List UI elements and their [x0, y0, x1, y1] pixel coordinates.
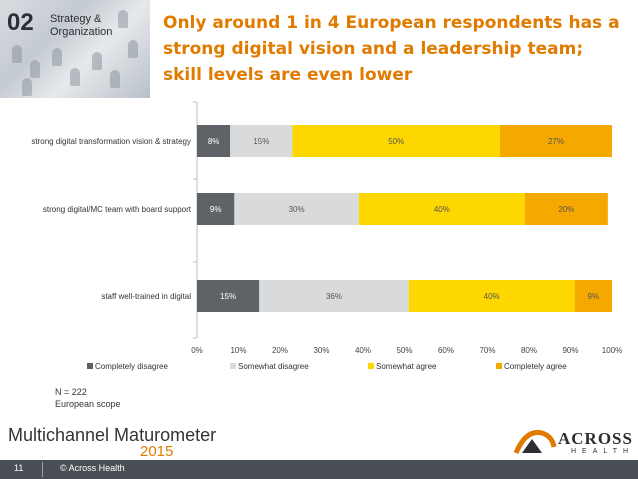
- legend-label: Somewhat disagree: [238, 362, 309, 371]
- category-label: strong digital/MC team with board suppor…: [43, 205, 192, 214]
- data-label: 40%: [434, 205, 450, 214]
- legend-label: Completely disagree: [95, 362, 168, 371]
- x-tick-label: 100%: [602, 346, 622, 355]
- data-label: 40%: [484, 292, 500, 301]
- x-tick-label: 60%: [438, 346, 454, 355]
- sample-size: N = 222: [55, 387, 87, 397]
- x-tick-label: 20%: [272, 346, 288, 355]
- across-logo-icon: [513, 429, 557, 455]
- data-label: 20%: [558, 205, 574, 214]
- product-logo-text: Multichannel Maturometer: [8, 425, 217, 445]
- decorative-figure-icon: [92, 52, 102, 70]
- x-tick-label: 90%: [562, 346, 578, 355]
- stacked-bar-chart: 0% 10% 20% 30% 40% 50% 60% 70% 80% 90% 100% strong …: [31, 101, 622, 371]
- decorative-figure-icon: [22, 78, 32, 96]
- section-label: Strategy & Organization: [50, 13, 113, 38]
- legend-swatch: [368, 363, 374, 369]
- legend-label: Completely agree: [504, 362, 567, 371]
- bar-segment: [197, 280, 260, 312]
- legend-swatch: [87, 363, 93, 369]
- bar-segment: [234, 193, 359, 225]
- x-tick-label: 80%: [521, 346, 537, 355]
- x-tick-label: 40%: [355, 346, 371, 355]
- x-tick-label: 70%: [479, 346, 495, 355]
- x-tick-label: 30%: [313, 346, 329, 355]
- section-number: 02: [7, 9, 34, 36]
- slide-title: Only around 1 in 4 European respondents …: [163, 13, 620, 85]
- sample-scope: European scope: [55, 399, 121, 409]
- decorative-figure-icon: [128, 40, 138, 58]
- legend-swatch: [230, 363, 236, 369]
- decorative-figure-icon: [118, 10, 128, 28]
- decorative-figure-icon: [12, 45, 22, 63]
- copyright: © Across Health: [60, 463, 125, 473]
- bar-segment: [197, 125, 231, 157]
- sample-note: N = 222 European scope: [55, 386, 121, 410]
- footer-bar: [0, 460, 638, 479]
- footer-divider: [42, 462, 43, 477]
- x-tick-label: 10%: [230, 346, 246, 355]
- company-name: ACROSS: [558, 429, 633, 448]
- bar-segment: [358, 193, 525, 225]
- data-label: 30%: [289, 205, 305, 214]
- data-label: 9%: [210, 205, 222, 214]
- data-label: 8%: [208, 137, 220, 146]
- category-label: staff well-trained in digital: [101, 292, 191, 301]
- bar-segment: [524, 193, 608, 225]
- bar-segment: [197, 193, 235, 225]
- data-label: 9%: [588, 292, 600, 301]
- data-label: 50%: [388, 137, 404, 146]
- bar-segment: [499, 125, 612, 157]
- decorative-figure-icon: [52, 48, 62, 66]
- data-label: 36%: [326, 292, 342, 301]
- legend-swatch: [496, 363, 502, 369]
- x-tick-label: 50%: [396, 346, 412, 355]
- bar-segment: [408, 280, 575, 312]
- page-number: 11: [14, 463, 24, 473]
- bar-segment: [259, 280, 409, 312]
- company-subtitle: HEALTH: [571, 448, 635, 455]
- decorative-figure-icon: [110, 70, 120, 88]
- decorative-figure-icon: [70, 68, 80, 86]
- section-banner: 02 Strategy & Organization: [0, 0, 150, 98]
- data-label: 15%: [253, 137, 269, 146]
- data-label: 27%: [548, 137, 564, 146]
- category-label: strong digital transformation vision & s…: [31, 137, 191, 146]
- product-logo-year: 2015: [140, 443, 174, 460]
- x-tick-label: 0%: [191, 346, 203, 355]
- bar-segment: [230, 125, 293, 157]
- data-label: 15%: [220, 292, 236, 301]
- bar-segment: [292, 125, 500, 157]
- bar-segment: [574, 280, 612, 312]
- legend-label: Somewhat agree: [376, 362, 437, 371]
- decorative-figure-icon: [30, 60, 40, 78]
